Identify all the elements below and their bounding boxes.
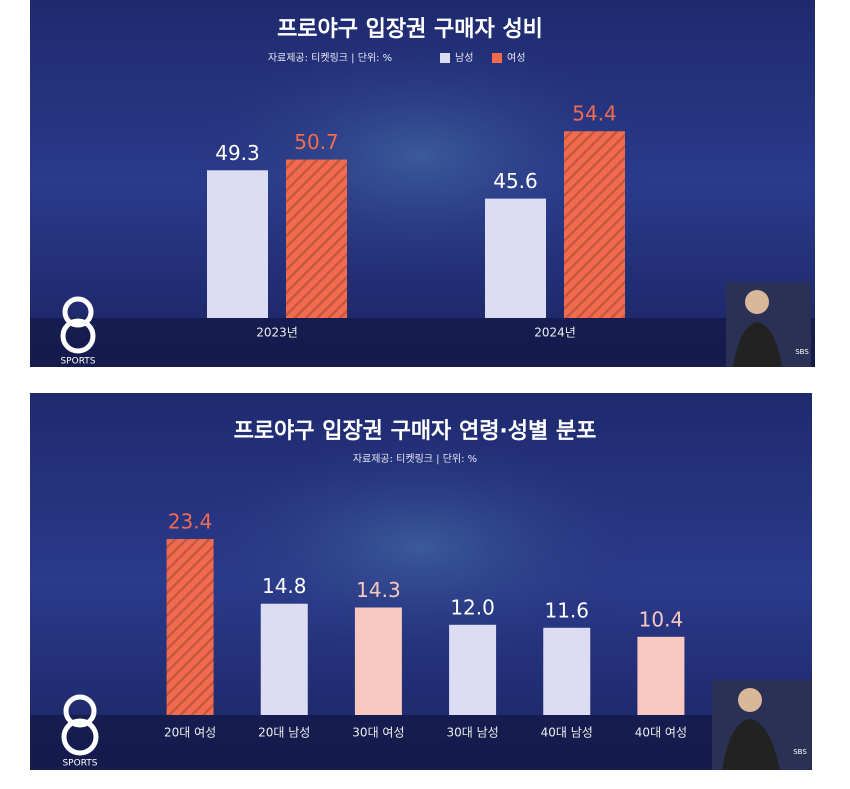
chart-title: 프로야구 입장권 구매자 연령·성별 분포 <box>234 419 597 444</box>
x-tick-label: 2024년 <box>534 326 576 340</box>
x-tick-label: 20대 남성 <box>258 726 310 740</box>
chart-subtitle: 자료제공: 티켓링크 | 단위: % <box>268 51 392 64</box>
bar <box>260 603 308 715</box>
panel-2: SPORTS SBS <box>30 393 812 770</box>
bar <box>543 627 591 715</box>
data-label: 10.4 <box>639 607 684 631</box>
x-tick-label: 40대 남성 <box>541 726 593 740</box>
x-tick-label: 40대 여성 <box>635 726 687 740</box>
data-label: 50.7 <box>294 130 339 154</box>
logo-text: SPORTS <box>60 357 95 367</box>
bar <box>166 539 214 715</box>
x-tick-label: 30대 남성 <box>446 726 498 740</box>
legend-label: 남성 <box>455 52 473 64</box>
network-logo: SBS <box>795 348 809 356</box>
bar <box>564 131 625 318</box>
bar <box>449 624 497 715</box>
legend-swatch <box>440 53 450 63</box>
x-tick-label: 20대 여성 <box>164 726 216 740</box>
data-label: 14.8 <box>262 574 307 598</box>
data-label: 45.6 <box>493 169 538 193</box>
bar <box>485 198 546 318</box>
logo-text: SPORTS <box>62 759 97 769</box>
bar <box>637 636 685 715</box>
panel-1: SPORTS SBS <box>30 0 815 367</box>
x-tick-label: 30대 여성 <box>352 726 404 740</box>
bar <box>207 170 268 318</box>
data-label: 54.4 <box>572 102 617 126</box>
chart-title: 프로야구 입장권 구매자 성비 <box>277 17 543 42</box>
data-label: 49.3 <box>215 141 260 165</box>
bar <box>354 607 402 715</box>
bar <box>286 159 347 318</box>
data-label: 14.3 <box>356 578 401 602</box>
legend-label: 여성 <box>507 52 525 64</box>
legend-swatch <box>492 53 502 63</box>
network-logo: SBS <box>793 748 807 756</box>
x-tick-label: 2023년 <box>256 326 298 340</box>
chart-subtitle: 자료제공: 티켓링크 | 단위: % <box>353 452 477 465</box>
data-label: 12.0 <box>450 595 495 619</box>
data-label: 11.6 <box>544 598 589 622</box>
data-label: 23.4 <box>168 510 213 534</box>
